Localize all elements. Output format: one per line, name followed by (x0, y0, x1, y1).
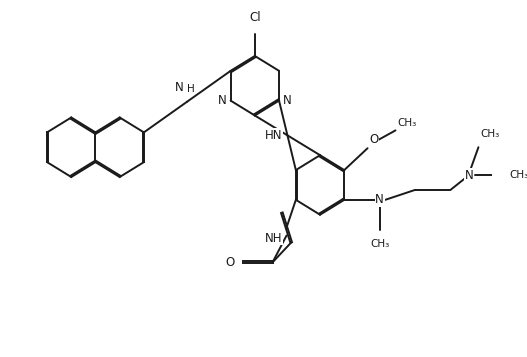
Text: CH₃: CH₃ (509, 170, 527, 180)
Text: CH₃: CH₃ (480, 129, 500, 139)
Text: HN: HN (265, 129, 283, 142)
Text: N: N (465, 169, 473, 181)
Text: N: N (283, 94, 291, 107)
Text: O: O (225, 256, 235, 269)
Text: N: N (375, 193, 384, 206)
Text: N: N (175, 81, 183, 94)
Text: O: O (369, 133, 379, 146)
Text: H: H (187, 84, 195, 94)
Text: CH₃: CH₃ (370, 238, 389, 248)
Text: NH: NH (265, 232, 283, 245)
Text: CH₃: CH₃ (397, 119, 417, 129)
Text: N: N (218, 94, 227, 107)
Text: Cl: Cl (249, 11, 261, 24)
